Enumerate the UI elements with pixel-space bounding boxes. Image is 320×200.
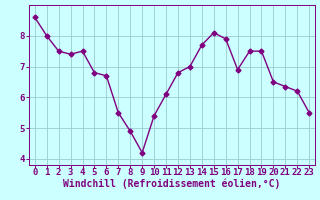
X-axis label: Windchill (Refroidissement éolien,°C): Windchill (Refroidissement éolien,°C) [63, 179, 281, 189]
